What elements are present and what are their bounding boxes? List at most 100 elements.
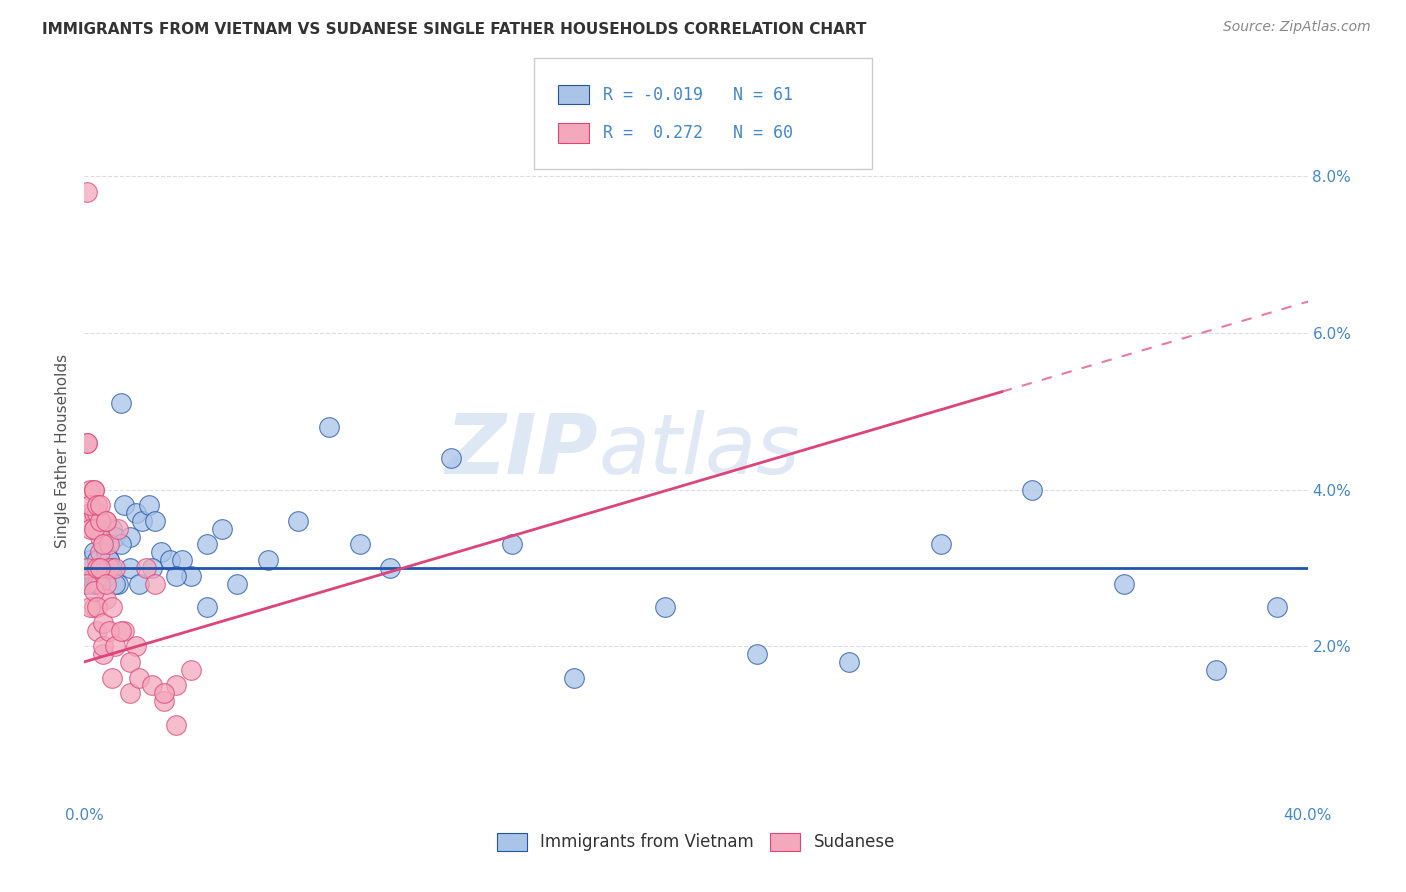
Point — [94, 576, 117, 591]
Point — [1114, 576, 1136, 591]
Point — [94, 545, 117, 559]
Point — [440, 451, 463, 466]
Point — [91, 537, 114, 551]
Point — [153, 686, 176, 700]
Point — [97, 553, 120, 567]
Point — [135, 561, 157, 575]
Point — [112, 498, 135, 512]
Point — [318, 420, 340, 434]
Point — [79, 514, 101, 528]
Point — [83, 584, 105, 599]
Point — [257, 553, 280, 567]
Point — [128, 576, 150, 591]
Point — [110, 624, 132, 638]
Point — [149, 545, 172, 559]
Point — [138, 498, 160, 512]
Point — [83, 522, 105, 536]
Text: ZIP: ZIP — [446, 410, 598, 491]
Point — [195, 600, 218, 615]
Text: atlas: atlas — [598, 410, 800, 491]
Point — [86, 600, 108, 615]
Point — [929, 537, 952, 551]
Point — [79, 483, 101, 497]
Point — [153, 694, 176, 708]
Point — [86, 561, 108, 575]
Point — [165, 717, 187, 731]
Point — [97, 553, 120, 567]
Point — [195, 537, 218, 551]
Point — [83, 522, 105, 536]
Point — [101, 600, 124, 615]
Point — [79, 498, 101, 512]
Point — [94, 592, 117, 607]
Y-axis label: Single Father Households: Single Father Households — [55, 353, 70, 548]
Point — [89, 561, 111, 575]
Point — [91, 647, 114, 661]
Point — [101, 671, 124, 685]
Point — [101, 522, 124, 536]
Point — [562, 671, 585, 685]
Point — [86, 498, 108, 512]
Point — [83, 506, 105, 520]
Point — [1265, 600, 1288, 615]
Point — [112, 624, 135, 638]
Point — [83, 483, 105, 497]
Point — [79, 522, 101, 536]
Point — [86, 553, 108, 567]
Point — [79, 553, 101, 567]
Point — [97, 561, 120, 575]
Point — [1205, 663, 1227, 677]
Point — [79, 600, 101, 615]
Point — [79, 568, 101, 582]
Point — [83, 576, 105, 591]
Point — [172, 553, 194, 567]
Point — [120, 530, 142, 544]
Point — [91, 639, 114, 653]
Point — [83, 545, 105, 559]
Point — [91, 615, 114, 630]
Point — [94, 561, 117, 575]
Point — [76, 576, 98, 591]
Point — [76, 185, 98, 199]
Point — [180, 663, 202, 677]
Point — [83, 483, 105, 497]
Point — [94, 514, 117, 528]
Point — [89, 530, 111, 544]
Point — [76, 435, 98, 450]
Text: R =  0.272   N = 60: R = 0.272 N = 60 — [603, 124, 793, 142]
Point — [120, 686, 142, 700]
Point — [110, 396, 132, 410]
Point — [110, 537, 132, 551]
Point — [349, 537, 371, 551]
Point — [104, 530, 127, 544]
Point — [76, 561, 98, 575]
Point — [125, 639, 148, 653]
Point — [143, 514, 166, 528]
Point — [180, 568, 202, 582]
Point — [86, 506, 108, 520]
Point — [94, 514, 117, 528]
Point — [838, 655, 860, 669]
Point — [97, 624, 120, 638]
Point — [104, 576, 127, 591]
Point — [107, 522, 129, 536]
Point — [131, 514, 153, 528]
Point — [83, 568, 105, 582]
Point — [76, 561, 98, 575]
Point — [76, 576, 98, 591]
Point — [91, 561, 114, 575]
Point — [79, 506, 101, 520]
Point — [83, 600, 105, 615]
Point — [89, 576, 111, 591]
Point — [89, 514, 111, 528]
Point — [104, 639, 127, 653]
Point — [86, 576, 108, 591]
Text: R = -0.019   N = 61: R = -0.019 N = 61 — [603, 86, 793, 103]
Point — [89, 498, 111, 512]
Point — [86, 498, 108, 512]
Point — [107, 576, 129, 591]
Point — [89, 561, 111, 575]
Point — [165, 568, 187, 582]
Point — [380, 561, 402, 575]
Point — [502, 537, 524, 551]
